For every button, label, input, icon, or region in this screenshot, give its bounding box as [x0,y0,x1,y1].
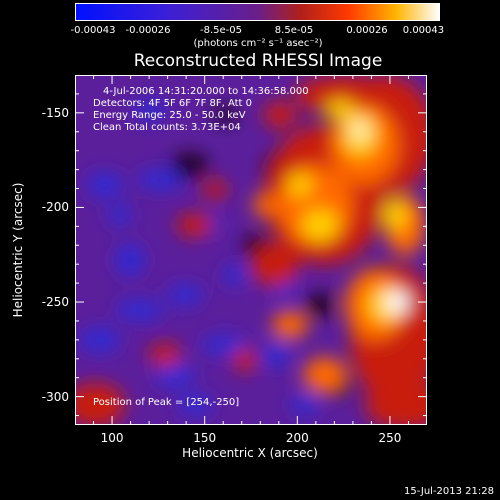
negative-region [87,173,123,197]
x-axis-label: Heliocentric X (arcsec) [182,446,318,460]
dark-region [213,107,237,123]
colorbar-units-label: (photons cm⁻² s⁻¹ asec⁻²) [193,38,323,49]
brighter-region [326,100,354,120]
negative-region [155,363,195,387]
colorbar-tick-label: 0.00043 [402,25,445,36]
y-tick-label: -300 [41,389,69,404]
colorbar [75,3,440,21]
negative-region [223,265,247,285]
negative-region [203,335,247,355]
energy-range-label: Energy Range: 25.0 - 50.0 keV [93,110,246,121]
plot-title: Reconstructed RHESSI Image [133,51,383,71]
colorbar-tick-label: 8.5e-05 [274,25,314,36]
bright-region [272,311,308,339]
heatmap-image [75,75,427,425]
negative-region [108,205,132,225]
y-tick-label: -200 [41,200,69,215]
negative-region [291,395,319,415]
peak-emission [385,290,410,315]
colorbar-tick-label: -0.00043 [70,25,116,36]
dark-region [306,293,334,317]
negative-region [138,170,182,190]
y-tick-label: -250 [41,295,69,310]
brighter-region [288,173,312,197]
y-tick-label: -150 [41,105,69,120]
positive-region [365,380,427,425]
positive-region [203,180,227,200]
dark-region [172,153,208,177]
positive-region [251,243,299,287]
colorbar-tick-label: -0.00026 [125,25,171,36]
positive-region [149,343,181,367]
x-tick-label: 150 [193,431,217,445]
positive-region [233,348,257,372]
negative-region [261,343,289,367]
positive-region [295,75,395,115]
peak-position-label: Position of Peak = [254,-250] [93,397,240,408]
negative-region [177,395,213,415]
bright-region [253,193,277,217]
negative-region [116,244,144,276]
negative-region [116,300,164,320]
time-range-label: 4-Jul-2006 14:31:20.000 to 14:36:58.000 [103,86,309,97]
x-tick-label: 250 [378,431,402,445]
y-axis-label: Heliocentric Y (arcsec) [11,182,25,318]
negative-region [80,328,120,352]
colorbar-tick-label: 0.00026 [346,25,388,36]
brighter-region [383,199,407,231]
positive-region [177,213,213,237]
positive-region [264,101,296,129]
brighter-region [352,120,368,140]
brighter-region [302,209,338,241]
footer-timestamp: 15-Jul-2013 21:28 [403,486,494,497]
negative-region [167,285,203,305]
x-tick-label: 100 [100,431,124,445]
clean-counts-label: Clean Total counts: 3.73E+04 [93,122,241,133]
x-tick-label: 200 [285,431,309,445]
negative-region [134,100,166,120]
bright-region [303,357,347,393]
detectors-label: Detectors: 4F 5F 6F 7F 8F, Att 0 [93,98,253,109]
positive-region [75,383,125,425]
colorbar-tick-label: -8.5e-05 [200,25,242,36]
